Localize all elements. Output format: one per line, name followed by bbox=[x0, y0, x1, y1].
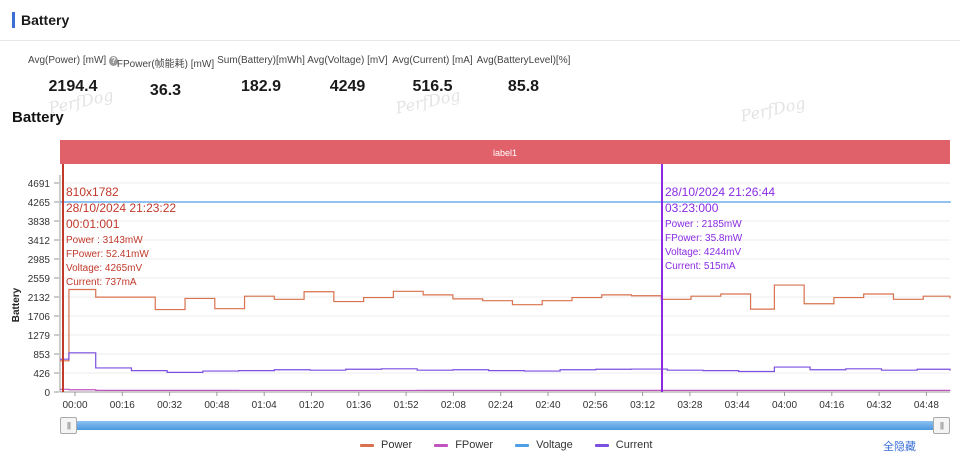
y-tick-label: 1279 bbox=[28, 331, 51, 342]
metric-label: Sum(Battery)[mWh] bbox=[217, 55, 305, 66]
legend-label: FPower bbox=[455, 439, 494, 451]
y-tick-label: 4691 bbox=[28, 179, 51, 190]
x-tick-label: 04:00 bbox=[772, 400, 797, 411]
y-tick-label: 3412 bbox=[28, 236, 51, 247]
x-tick-label: 00:32 bbox=[157, 400, 182, 411]
hide-all-button[interactable]: 全隐藏 bbox=[883, 441, 916, 453]
help-icon[interactable]: ? bbox=[109, 55, 118, 66]
y-tick-label: 2559 bbox=[28, 274, 51, 285]
x-tick-label: 03:44 bbox=[725, 400, 750, 411]
x-tick-label: 00:16 bbox=[110, 400, 135, 411]
metric-label: Avg(Current) [mA] bbox=[392, 55, 473, 66]
legend-item-voltage[interactable]: Voltage bbox=[515, 439, 573, 451]
y-tick-label: 1706 bbox=[28, 312, 51, 323]
x-tick-label: 04:16 bbox=[819, 400, 844, 411]
x-tick-label: 00:48 bbox=[204, 400, 229, 411]
y-tick-label: 2985 bbox=[28, 255, 51, 266]
legend-label: Current bbox=[615, 439, 653, 451]
legend-swatch bbox=[434, 443, 449, 447]
metric-avg-battery-level: Avg(BatteryLevel)[%] 85.8 bbox=[476, 55, 571, 96]
slider-track[interactable] bbox=[68, 421, 942, 430]
x-tick-label: 00:00 bbox=[62, 400, 87, 411]
x-tick-label: 02:08 bbox=[441, 400, 466, 411]
y-axis-title: Battery bbox=[11, 287, 22, 322]
chart-legend: Power FPower Voltage Current bbox=[360, 439, 652, 451]
y-tick-label: 3838 bbox=[28, 217, 51, 228]
x-tick-label: 04:32 bbox=[867, 400, 892, 411]
metric-avg-current: Avg(Current) [mA] 516.5 bbox=[390, 55, 475, 96]
label-band[interactable] bbox=[60, 140, 950, 164]
x-tick-label: 03:12 bbox=[630, 400, 655, 411]
cursor-left-detail: Current: 737mA bbox=[66, 277, 137, 288]
legend-item-current[interactable]: Current bbox=[594, 439, 653, 451]
series-current-line[interactable] bbox=[60, 352, 951, 373]
metric-value: 85.8 bbox=[507, 78, 540, 95]
metric-avg-power: Avg(Power) [mW]? 2194.4 bbox=[28, 55, 118, 96]
cursor-right-detail: FPower: 35.8mW bbox=[665, 233, 743, 244]
cursor-right-detail: Power : 2185mW bbox=[665, 219, 742, 230]
x-tick-label: 02:40 bbox=[535, 400, 560, 411]
metric-label: Avg(BatteryLevel)[%] bbox=[476, 55, 571, 66]
legend-item-power[interactable]: Power bbox=[360, 439, 412, 451]
metric-value: 2194.4 bbox=[48, 78, 98, 95]
cursor-left-text: 810x1782 bbox=[66, 185, 119, 199]
cursor-right-text: 03:23:000 bbox=[665, 201, 719, 215]
series-fpower-line[interactable] bbox=[60, 388, 951, 392]
series-power-line[interactable] bbox=[60, 284, 951, 362]
y-tick-label: 4265 bbox=[28, 198, 51, 209]
metric-value: 4249 bbox=[329, 78, 366, 95]
cursor-left-detail: Voltage: 4265mV bbox=[66, 263, 142, 274]
metric-value: 36.3 bbox=[149, 82, 182, 99]
panel-title: Battery bbox=[12, 12, 69, 28]
cursor-left-detail: FPower: 52.41mW bbox=[66, 249, 149, 260]
x-tick-label: 03:28 bbox=[677, 400, 702, 411]
chart-title: Battery bbox=[12, 109, 64, 126]
y-tick-label: 853 bbox=[33, 350, 50, 361]
legend-swatch bbox=[360, 443, 374, 447]
y-tick-label: 0 bbox=[44, 388, 50, 399]
legend-label: Voltage bbox=[536, 439, 573, 451]
metric-avg-voltage: Avg(Voltage) [mV] 4249 bbox=[305, 55, 390, 96]
cursor-left-text: 00:01:001 bbox=[66, 217, 120, 231]
metric-label: Avg(Voltage) [mV] bbox=[307, 55, 388, 66]
metric-label: FPower(帧能耗) [mW] bbox=[116, 59, 215, 70]
legend-swatch bbox=[515, 443, 530, 447]
y-tick-label: 426 bbox=[33, 369, 50, 380]
x-tick-label: 01:52 bbox=[394, 400, 419, 411]
legend-swatch bbox=[594, 443, 609, 447]
x-tick-label: 02:56 bbox=[583, 400, 608, 411]
x-tick-label: 02:24 bbox=[488, 400, 513, 411]
cursor-right-text: 28/10/2024 21:26:44 bbox=[665, 185, 775, 199]
x-tick-label: 01:36 bbox=[346, 400, 371, 411]
metric-sum-battery: Sum(Battery)[mWh] 182.9 bbox=[216, 55, 306, 96]
metric-fpower: FPower(帧能耗) [mW] 36.3 bbox=[116, 55, 215, 100]
legend-label: Power bbox=[381, 439, 413, 451]
slider-handle-right[interactable]: ||| bbox=[933, 417, 950, 434]
x-tick-label: 01:04 bbox=[252, 400, 277, 411]
cursor-right-detail: Voltage: 4244mV bbox=[665, 247, 741, 258]
y-tick-label: 2132 bbox=[28, 293, 51, 304]
zoom-slider[interactable]: ||| ||| bbox=[60, 417, 950, 434]
x-tick-label: 01:20 bbox=[299, 400, 324, 411]
cursor-right-detail: Current: 515mA bbox=[665, 261, 736, 272]
metric-label: Avg(Power) [mW] bbox=[28, 55, 107, 66]
metric-value: 516.5 bbox=[412, 78, 453, 95]
slider-handle-left[interactable]: ||| bbox=[60, 417, 77, 434]
x-tick-label: 04:48 bbox=[914, 400, 939, 411]
cursor-left-detail: Power : 3143mW bbox=[66, 235, 143, 246]
metric-value: 182.9 bbox=[240, 78, 282, 95]
series-voltage-line[interactable] bbox=[60, 201, 951, 203]
header-divider bbox=[0, 40, 960, 41]
label-band-text: label1 bbox=[493, 148, 517, 158]
cursor-left-text: 28/10/2024 21:23:22 bbox=[66, 201, 176, 215]
legend-item-fpower[interactable]: FPower bbox=[434, 439, 493, 451]
